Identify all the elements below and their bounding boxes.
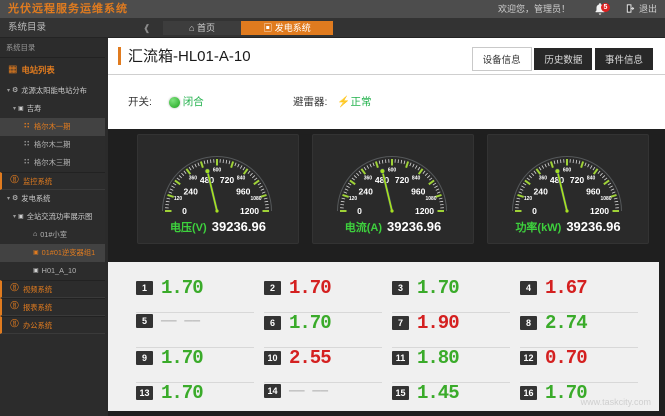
svg-text:0: 0 [357,206,362,216]
svg-text:1080: 1080 [250,196,261,202]
svg-text:360: 360 [189,175,198,181]
svg-text:600: 600 [213,168,222,174]
svg-text:1200: 1200 [240,206,259,216]
svg-text:360: 360 [364,175,373,181]
svg-text:480: 480 [550,175,565,185]
svg-text:840: 840 [587,175,596,181]
svg-text:120: 120 [349,196,358,202]
svg-text:240: 240 [184,187,199,197]
svg-text:960: 960 [586,187,601,197]
svg-text:840: 840 [412,175,421,181]
svg-text:240: 240 [359,187,374,197]
svg-text:480: 480 [200,175,215,185]
svg-text:0: 0 [532,206,537,216]
svg-text:360: 360 [539,175,548,181]
svg-text:1200: 1200 [590,206,609,216]
svg-text:720: 720 [220,175,235,185]
svg-text:120: 120 [524,196,533,202]
svg-text:960: 960 [236,187,251,197]
svg-text:600: 600 [388,168,397,174]
svg-text:0: 0 [182,206,187,216]
svg-text:1200: 1200 [415,206,434,216]
svg-text:600: 600 [563,168,572,174]
svg-text:720: 720 [395,175,410,185]
svg-text:480: 480 [375,175,390,185]
svg-text:120: 120 [174,196,183,202]
svg-text:840: 840 [237,175,246,181]
svg-text:1080: 1080 [600,196,611,202]
svg-text:240: 240 [534,187,549,197]
svg-text:1080: 1080 [425,196,436,202]
svg-text:960: 960 [411,187,426,197]
svg-text:720: 720 [570,175,585,185]
